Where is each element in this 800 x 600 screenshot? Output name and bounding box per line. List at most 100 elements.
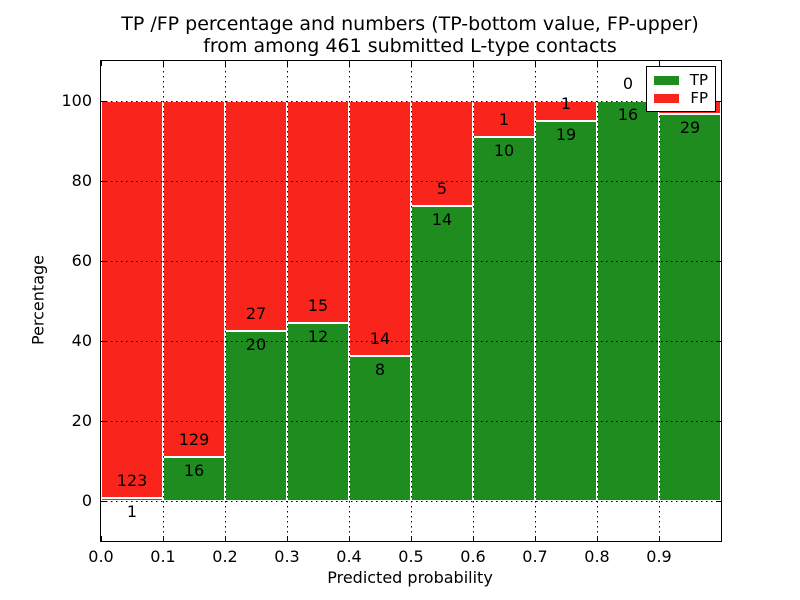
tp-count-label: 12	[307, 327, 329, 347]
chart-title-line2: from among 461 submitted L-type contacts	[203, 35, 617, 57]
x-tick-label: 0.3	[274, 547, 300, 566]
y-tick-mark	[716, 180, 721, 182]
tp-count-label: 8	[374, 359, 386, 379]
horizontal-gridline	[101, 101, 721, 102]
legend-swatch-tp	[654, 75, 679, 85]
fp-count-label: 1	[560, 94, 572, 113]
x-tick-mark	[286, 536, 288, 541]
tp-count-label: 19	[555, 125, 577, 144]
y-tick-label: 60	[71, 251, 92, 270]
x-tick-mark	[410, 536, 412, 541]
x-tick-mark	[410, 61, 412, 66]
chart-title: TP /FP percentage and numbers (TP-bottom…	[100, 13, 720, 57]
x-tick-label: 0.6	[460, 547, 486, 566]
x-tick-label: 0.5	[398, 547, 424, 566]
y-tick-label: 20	[71, 411, 92, 430]
tp-count-label: 16	[617, 105, 639, 124]
vertical-gridline	[411, 61, 412, 541]
x-tick-mark	[534, 536, 536, 541]
x-tick-label: 0.0	[88, 547, 114, 566]
fp-bar-segment	[225, 101, 287, 331]
vertical-gridline	[473, 61, 474, 541]
y-tick-mark	[101, 260, 106, 262]
chart-title-line1: TP /FP percentage and numbers (TP-bottom…	[121, 13, 699, 35]
x-tick-mark	[348, 61, 350, 66]
x-tick-label: 0.2	[212, 547, 238, 566]
x-tick-label: 0.8	[584, 547, 610, 566]
y-tick-label: 0	[81, 491, 92, 510]
fp-count-label: 1	[498, 110, 510, 130]
tp-bar-segment	[163, 456, 225, 501]
tp-count-label: 14	[431, 210, 453, 230]
horizontal-gridline	[101, 501, 721, 502]
tp-bar-segment	[473, 137, 535, 501]
y-tick-mark	[716, 260, 721, 262]
y-tick-mark	[101, 420, 106, 422]
x-tick-label: 0.1	[150, 547, 176, 566]
fp-count-label: 14	[369, 328, 391, 348]
vertical-gridline	[287, 61, 288, 541]
tp-bar-segment	[597, 101, 659, 501]
tp-count-label: 10	[493, 141, 515, 161]
x-tick-mark	[162, 536, 164, 541]
fp-count-label: 5	[436, 179, 448, 199]
x-axis-label: Predicted probability	[327, 568, 493, 587]
plot-area: 0.0 0.1 0.2 0.3 0.4 0.5 0.6 0.7 0.8 0.9 0 20 40 60 80 1…	[61, 60, 722, 566]
horizontal-gridline	[101, 261, 721, 262]
fp-count-label: 0	[622, 74, 634, 93]
tp-bar-segment	[225, 330, 287, 501]
y-tick-mark	[716, 420, 721, 422]
y-tick-mark	[716, 340, 721, 342]
x-tick-mark	[224, 536, 226, 541]
vertical-gridline	[163, 61, 164, 541]
x-tick-mark	[472, 61, 474, 66]
horizontal-gridline	[101, 421, 721, 422]
x-tick-label: 0.4	[336, 547, 362, 566]
tp-bar-segment	[101, 497, 163, 501]
tp-count-label: 20	[245, 334, 267, 354]
x-tick-mark	[720, 536, 722, 541]
x-tick-mark	[348, 536, 350, 541]
tp-bar-segment	[535, 121, 597, 501]
vertical-gridline	[349, 61, 350, 541]
horizontal-gridline	[101, 181, 721, 182]
x-tick-label: 0.7	[522, 547, 548, 566]
legend-item-tp: TP	[654, 71, 708, 89]
legend-label-tp: TP	[689, 71, 708, 89]
fp-bar-segment	[349, 101, 411, 356]
legend: TP FP	[646, 66, 716, 112]
x-tick-mark	[162, 61, 164, 66]
tp-bar-segment	[411, 206, 473, 501]
horizontal-gridline	[101, 341, 721, 342]
x-tick-mark	[534, 61, 536, 66]
vertical-gridline	[535, 61, 536, 541]
tp-count-label: 16	[183, 460, 205, 480]
tp-bar-segment	[287, 323, 349, 501]
fp-count-label: 123	[116, 470, 148, 490]
x-tick-mark	[596, 536, 598, 541]
tp-bar-segment	[659, 114, 721, 501]
fp-bar-segment	[473, 101, 535, 138]
tp-count-label: 29	[679, 118, 701, 138]
legend-swatch-fp	[654, 93, 679, 103]
vertical-gridline	[659, 61, 660, 541]
fp-count-label: 15	[307, 296, 329, 316]
fp-bar-segment	[163, 101, 225, 457]
y-tick-mark	[101, 340, 106, 342]
y-tick-mark	[101, 180, 106, 182]
x-tick-mark	[286, 61, 288, 66]
y-tick-mark	[716, 500, 721, 502]
x-tick-mark	[224, 61, 226, 66]
legend-item-fp: FP	[654, 89, 708, 107]
x-tick-mark	[472, 536, 474, 541]
legend-label-fp: FP	[690, 89, 708, 107]
x-tick-mark	[100, 536, 102, 541]
vertical-gridline	[225, 61, 226, 541]
x-tick-mark	[596, 61, 598, 66]
fp-count-label: 27	[245, 303, 267, 323]
x-tick-mark	[658, 536, 660, 541]
y-tick-label: 40	[71, 331, 92, 350]
fp-bar-segment	[287, 101, 349, 324]
x-tick-mark	[100, 61, 102, 66]
